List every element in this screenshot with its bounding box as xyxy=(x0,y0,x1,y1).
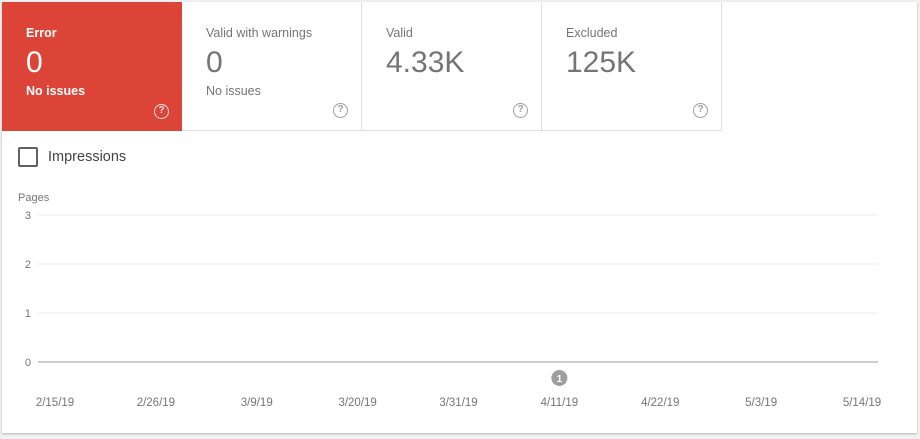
x-tick-label: 5/3/19 xyxy=(745,397,777,409)
annotation-label: 1 xyxy=(557,374,563,385)
tile-warnings-value: 0 xyxy=(206,46,223,79)
x-tick-label: 5/14/19 xyxy=(843,397,881,409)
help-icon[interactable]: ? xyxy=(154,104,169,119)
impressions-checkbox[interactable] xyxy=(18,147,38,167)
x-tick-label: 3/20/19 xyxy=(338,397,376,409)
x-tick-label: 3/31/19 xyxy=(439,397,477,409)
x-tick-label: 2/26/19 xyxy=(137,397,175,409)
x-tick-label: 2/15/19 xyxy=(36,397,74,409)
index-coverage-card: Error 0 No issues ? Valid with warnings … xyxy=(2,2,917,433)
status-tiles: Error 0 No issues ? Valid with warnings … xyxy=(2,2,722,131)
x-tick-label: 4/22/19 xyxy=(641,397,679,409)
tile-error-sub: No issues xyxy=(26,84,86,98)
tile-excluded-value: 125K xyxy=(566,46,637,79)
y-tick-label: 1 xyxy=(25,308,31,320)
impressions-toggle[interactable]: Impressions xyxy=(18,147,126,167)
y-axis-label: Pages xyxy=(18,192,50,204)
pages-chart: Pages 3 2 1 0 2/15/19 2/26/19 3/9/19 3/20/19 3/31… xyxy=(18,192,881,409)
help-icon[interactable]: ? xyxy=(513,103,528,118)
tile-warnings-label: Valid with warnings xyxy=(206,26,313,40)
y-tick-label: 0 xyxy=(25,357,31,369)
tile-warnings-sub: No issues xyxy=(206,84,261,98)
x-tick-label: 4/11/19 xyxy=(541,397,579,409)
help-icon[interactable]: ? xyxy=(333,103,348,118)
annotation-marker xyxy=(551,370,568,386)
tile-valid-with-warnings[interactable]: Valid with warnings 0 No issues ? xyxy=(182,2,362,131)
tile-error-label: Error xyxy=(26,26,57,40)
tile-excluded[interactable]: Excluded 125K ? xyxy=(542,2,722,131)
y-tick-label: 2 xyxy=(25,259,31,271)
tile-error[interactable]: Error 0 No issues ? xyxy=(2,2,182,131)
impressions-label: Impressions xyxy=(48,149,127,165)
tile-valid[interactable]: Valid 4.33K ? xyxy=(362,2,542,131)
tile-excluded-label: Excluded xyxy=(566,26,618,40)
x-tick-label: 3/9/19 xyxy=(241,397,273,409)
help-icon[interactable]: ? xyxy=(693,103,708,118)
tile-valid-label: Valid xyxy=(386,26,413,40)
y-tick-label: 3 xyxy=(25,210,31,222)
tile-error-value: 0 xyxy=(26,46,43,79)
tile-valid-value: 4.33K xyxy=(386,46,465,79)
